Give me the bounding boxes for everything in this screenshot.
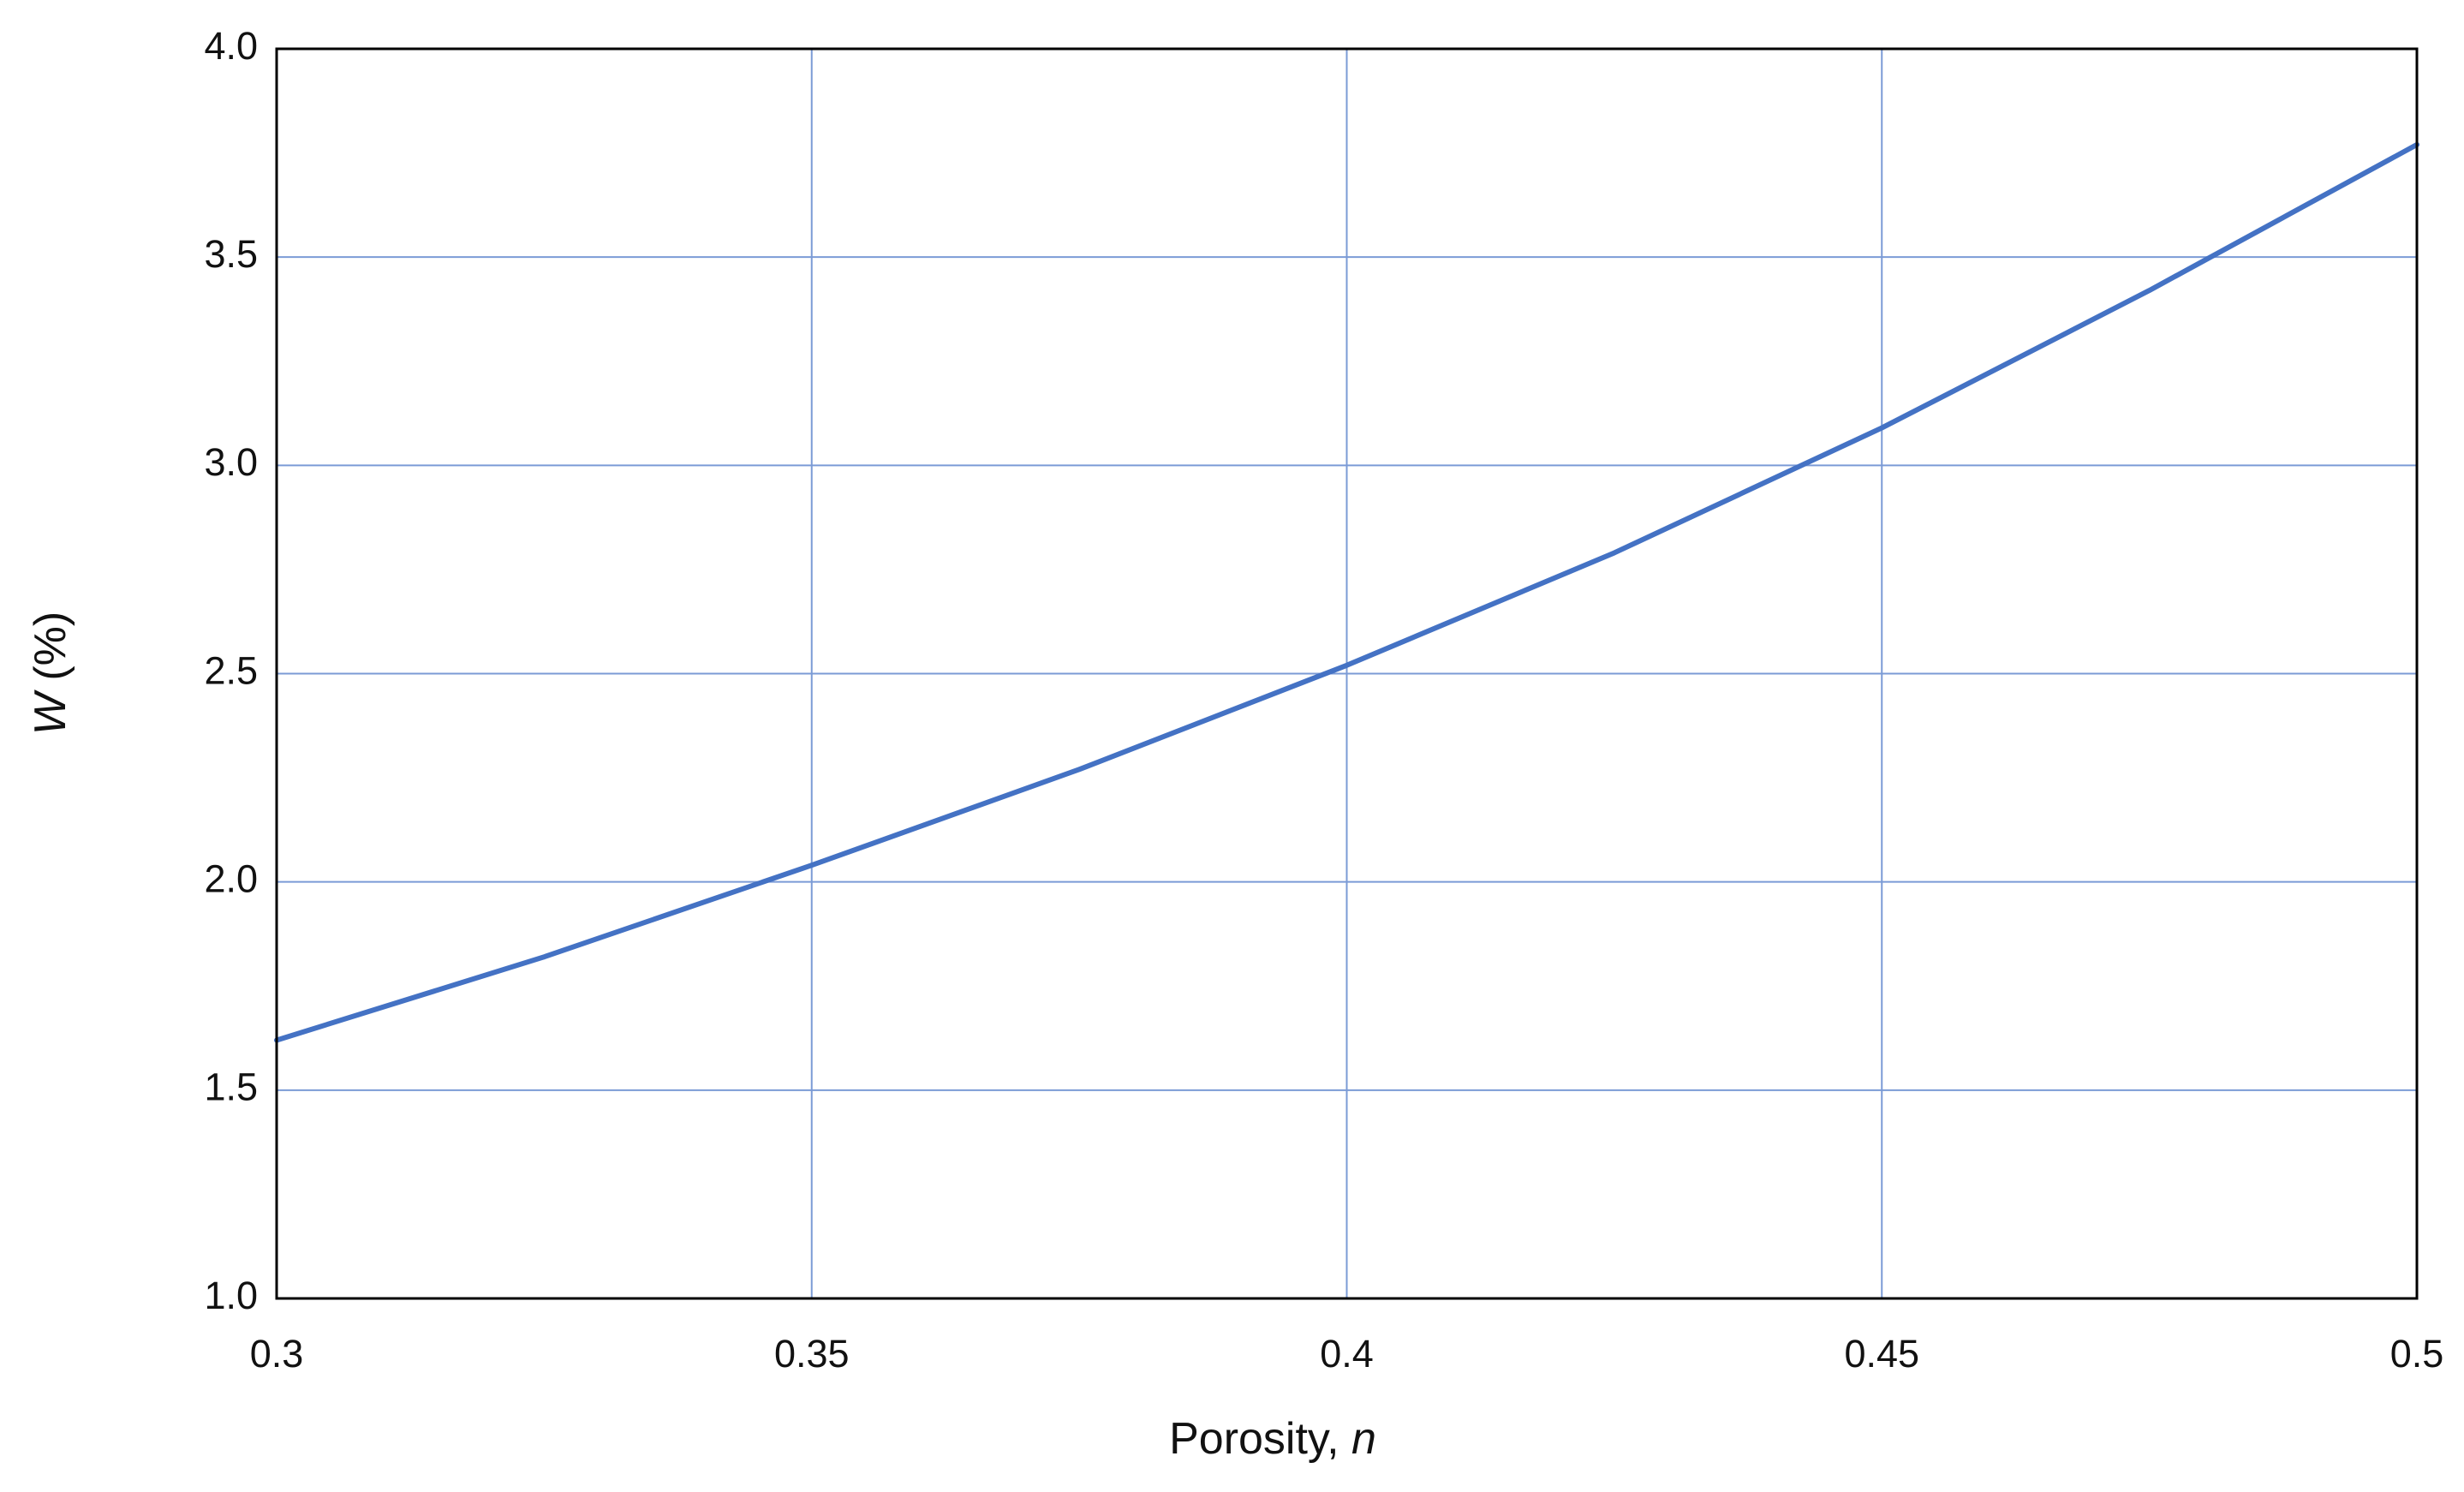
y-axis-label-symbol: W [26, 689, 75, 735]
y-tick-label: 3.0 [204, 440, 258, 484]
labels: 1.0 1.5 2.0 2.5 3.0 3.5 4.0 0.3 0.35 0.4 0.45 0.5 [204, 24, 2443, 1376]
y-axis-label-unit: (%) [26, 612, 75, 681]
plot-frame [275, 47, 2419, 1300]
x-tick-label: 0.5 [2390, 1332, 2444, 1376]
y-tick-label: 4.0 [204, 24, 258, 68]
x-tick-label: 0.4 [1320, 1332, 1374, 1376]
y-tick-label: 2.5 [204, 648, 258, 692]
x-axis-label-text: Porosity, [1169, 1414, 1339, 1464]
y-axis-label: W (%) [26, 612, 75, 735]
x-tick-label: 0.35 [774, 1332, 850, 1376]
plot-marks [274, 141, 2419, 1043]
y-tick-label: 1.5 [204, 1065, 258, 1109]
x-axis-label: Porosity, n [1169, 1414, 1376, 1464]
y-tick-label: 2.0 [204, 857, 258, 901]
x-tick-label: 0.45 [1844, 1332, 1919, 1376]
y-tick-label: 3.5 [204, 232, 258, 276]
x-tick-label: 0.3 [250, 1332, 304, 1376]
grid [276, 48, 2418, 1299]
x-axis-label-symbol: n [1351, 1414, 1376, 1464]
data-line [274, 141, 2419, 1043]
y-tick-label: 1.0 [204, 1274, 258, 1317]
